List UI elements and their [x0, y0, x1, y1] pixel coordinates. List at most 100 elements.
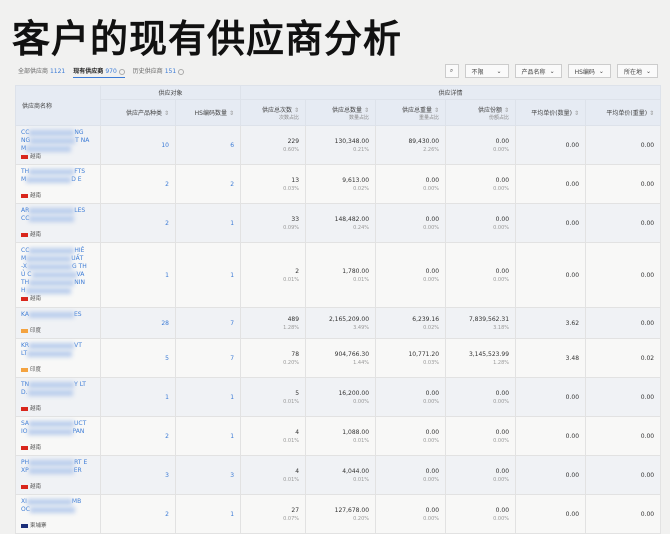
- col-header[interactable]: 平均单价(数量) ⇕: [515, 99, 587, 126]
- supplier-name-link[interactable]: KA ES 印度: [15, 307, 101, 339]
- hs-count[interactable]: 2: [174, 164, 242, 204]
- name-fragment: CC: [21, 129, 30, 136]
- name-fragment: H: [21, 287, 26, 294]
- product-kinds[interactable]: 5: [100, 338, 176, 378]
- supply-weight: 0.00 0.00%: [375, 242, 447, 308]
- tab-label: 历史供应商: [132, 68, 163, 75]
- avg-price-weight: 0.00: [585, 242, 662, 308]
- value: 0.00: [495, 467, 510, 475]
- redacted-text: [29, 215, 75, 222]
- product-kinds[interactable]: 3: [100, 455, 176, 495]
- sort-icon[interactable]: ⇕: [649, 110, 655, 117]
- percent: 3.49%: [353, 324, 370, 331]
- flag-icon: [21, 445, 28, 450]
- flag-icon: [21, 232, 28, 237]
- col-header[interactable]: 平均单价(重量) ⇕: [585, 99, 662, 126]
- hs-count[interactable]: 1: [174, 242, 242, 308]
- product-kinds[interactable]: 2: [100, 416, 176, 456]
- supply-share: 0.00 0.00%: [445, 416, 517, 456]
- product-kinds[interactable]: 2: [100, 164, 176, 204]
- value: 127,678.00: [334, 506, 370, 514]
- flag-icon: [21, 296, 28, 301]
- hs-count[interactable]: 1: [174, 377, 242, 417]
- value: 0.00: [425, 267, 440, 275]
- time-filter-select[interactable]: 不限 ⌄: [464, 64, 509, 78]
- country: 越南: [30, 296, 42, 302]
- hs-count[interactable]: 6: [174, 125, 242, 165]
- sort-icon[interactable]: ⇕: [363, 106, 370, 114]
- percent: 0.00%: [423, 276, 440, 283]
- name-fragment: -X: [21, 263, 27, 270]
- country: 越南: [30, 406, 42, 412]
- hs-count[interactable]: 3: [174, 455, 242, 495]
- avg-price-qty: 3.62: [515, 307, 587, 339]
- product-kinds[interactable]: 2: [100, 203, 176, 243]
- name-fragment: Ủ C: [21, 271, 32, 278]
- percent: 0.00%: [423, 515, 440, 522]
- tab-count: 151: [164, 68, 177, 75]
- supply-share: 0.00 0.00%: [445, 455, 517, 495]
- percent: 0.01%: [283, 437, 300, 444]
- location-filter-select[interactable]: 所在地 ⌄: [616, 64, 658, 78]
- product-filter-select[interactable]: 产品名称 ⌄: [514, 64, 562, 78]
- hs-count[interactable]: 1: [174, 416, 242, 456]
- product-kinds[interactable]: 10: [100, 125, 176, 165]
- supplier-name-link[interactable]: CC NG NG T NA M 越南: [15, 125, 101, 165]
- country: 越南: [30, 445, 42, 451]
- supplier-name-link[interactable]: TH FTS M D E 越南: [15, 164, 101, 204]
- percent: 0.20%: [353, 515, 370, 522]
- tab-history-suppliers[interactable]: 历史供应商 151: [132, 66, 185, 78]
- col-header[interactable]: 供应总重量 ⇕ 重量占比: [375, 99, 447, 126]
- hs-count[interactable]: 1: [174, 203, 242, 243]
- hs-count[interactable]: 7: [174, 338, 242, 378]
- avg-price-qty: 0.00: [515, 377, 587, 417]
- flag-icon: [21, 328, 28, 333]
- supply-times: 2 0.01%: [240, 242, 307, 308]
- col-header[interactable]: HS编码数量 ⇕: [174, 99, 242, 126]
- percent: 0.00%: [493, 437, 510, 444]
- supplier-name-link[interactable]: AR LES CC 越南: [15, 203, 101, 243]
- sort-icon[interactable]: ⇕: [293, 106, 300, 114]
- sort-icon[interactable]: ⇕: [163, 110, 169, 117]
- supplier-tabs: 全部供应商 1121 现有供应商 970 历史供应商 151: [18, 66, 185, 78]
- product-kinds[interactable]: 1: [100, 242, 176, 308]
- supplier-name-link[interactable]: XI MB OC 柬埔寨: [15, 494, 101, 534]
- value: 4: [295, 467, 300, 475]
- col-header[interactable]: 供应总数量 ⇕ 数量占比: [305, 99, 377, 126]
- value: 16,200.00: [338, 389, 370, 397]
- product-kinds[interactable]: 1: [100, 377, 176, 417]
- supplier-name-link[interactable]: PH RT E XP ER 越南: [15, 455, 101, 495]
- col-header[interactable]: 供应产品种类 ⇕: [100, 99, 176, 126]
- sort-icon[interactable]: ⇕: [433, 106, 440, 114]
- search-button[interactable]: ⌕: [444, 64, 459, 78]
- col-header[interactable]: 供应总次数 ⇕ 次数占比: [240, 99, 307, 126]
- supply-share: 0.00 0.00%: [445, 164, 517, 204]
- col-header[interactable]: 供应份额 ⇕ 份额占比: [445, 99, 517, 126]
- supply-qty: 127,678.00 0.20%: [305, 494, 377, 534]
- tab-all-suppliers[interactable]: 全部供应商 1121: [18, 66, 65, 78]
- hs-filter-select[interactable]: HS编码 ⌄: [567, 64, 611, 78]
- value: 130,348.00: [334, 137, 370, 145]
- value: 0.00: [495, 137, 510, 145]
- percent: 0.00%: [423, 398, 440, 405]
- col-supplier-name: 供应商名称: [15, 85, 101, 126]
- group-supply-detail: 供应详情: [240, 85, 662, 100]
- hs-count[interactable]: 7: [174, 307, 242, 339]
- supplier-name-link[interactable]: TN Y LT D. 越南: [15, 377, 101, 417]
- value: 27: [291, 506, 300, 514]
- product-kinds[interactable]: 28: [100, 307, 176, 339]
- sort-icon[interactable]: ⇕: [228, 110, 235, 117]
- product-kinds[interactable]: 2: [100, 494, 176, 534]
- sort-icon[interactable]: ⇕: [503, 106, 510, 114]
- percent: 1.28%: [283, 324, 300, 331]
- hs-count[interactable]: 1: [174, 494, 242, 534]
- sort-icon[interactable]: ⇕: [573, 110, 580, 117]
- group-supply-target: 供应对象: [99, 85, 242, 100]
- percent: 0.09%: [283, 224, 300, 231]
- tab-current-suppliers[interactable]: 现有供应商 970: [73, 66, 125, 78]
- percent: 0.02%: [353, 185, 370, 192]
- supplier-name-link[interactable]: SA UCT IO PAN 越南: [15, 416, 101, 456]
- redacted-text: [29, 381, 75, 388]
- supplier-name-link[interactable]: KR VT LT 印度: [15, 338, 101, 378]
- supplier-name-link[interactable]: CC HIÊ M UẤT -X G TH Ủ C VA TH NIN H 越南: [15, 242, 101, 308]
